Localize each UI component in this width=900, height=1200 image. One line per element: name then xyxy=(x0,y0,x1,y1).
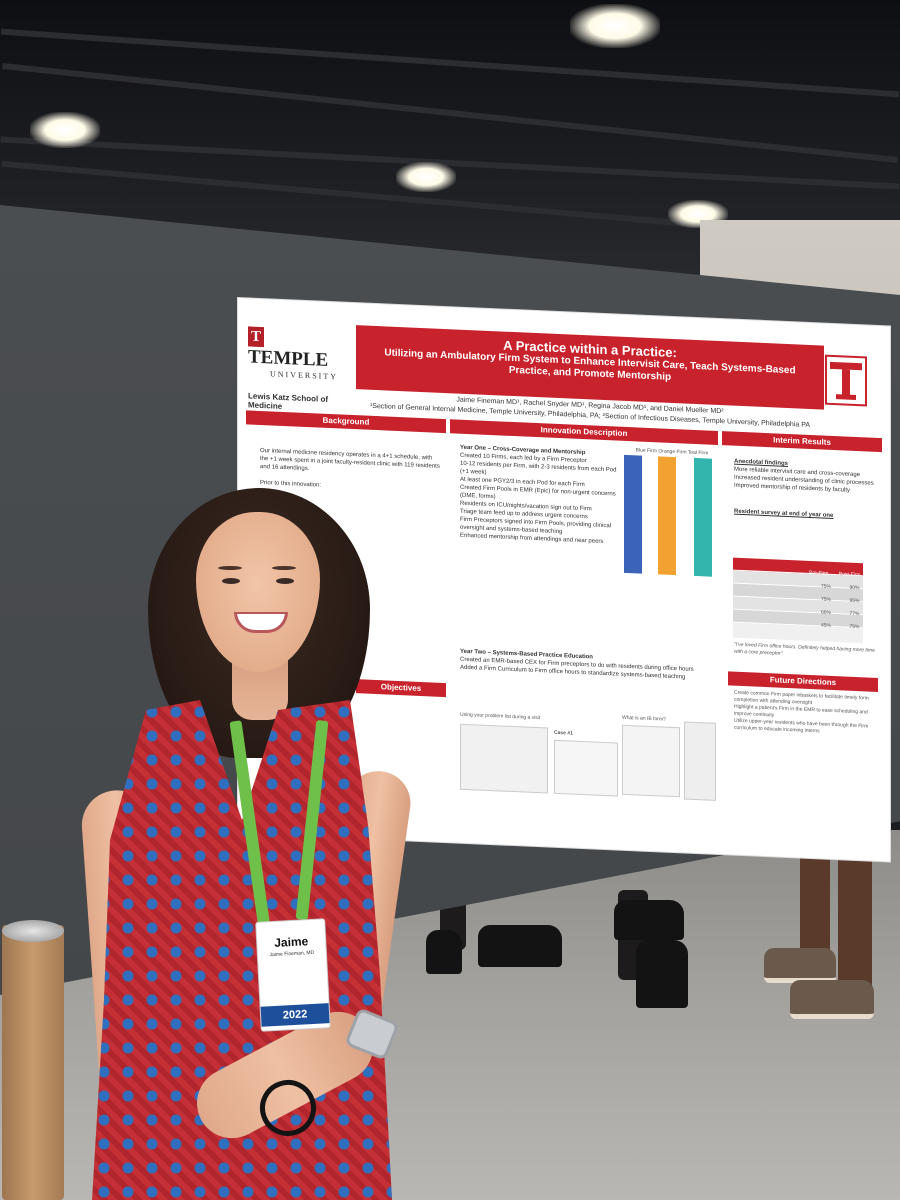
firm-table-label: Blue Firm xyxy=(635,447,658,455)
sandal xyxy=(790,980,874,1019)
firm-table-label: Orange Firm xyxy=(658,448,687,456)
blue-firm-table xyxy=(624,454,642,574)
eyebrow xyxy=(218,566,242,570)
person-leg xyxy=(838,850,872,1000)
case-label: Case #1 xyxy=(554,729,573,737)
orange-firm-table xyxy=(658,456,676,576)
section-future-header: Future Directions xyxy=(728,671,878,692)
ib-form-screenshot xyxy=(622,724,680,798)
eye xyxy=(276,578,294,584)
badge-subtitle: Jaime Fineman, MD xyxy=(269,949,315,959)
survey-post-value: 75% xyxy=(849,623,860,631)
case-screenshot xyxy=(554,739,618,797)
section-interim-header: Interim Results xyxy=(722,431,882,453)
ib-form-label: What is an IB form? xyxy=(622,714,666,723)
boot xyxy=(614,900,684,940)
temple-t-mark-icon xyxy=(825,354,867,407)
logo-university: UNIVERSITY xyxy=(270,369,338,382)
problem-list-screenshot xyxy=(460,723,548,794)
survey-title: Resident survey at end of year one xyxy=(734,508,834,519)
survey-table: Pre-Firm Post-Firm 75% 90% 75% 95% 66% 7… xyxy=(733,557,863,644)
future-list: Create common Firm paper inbaskets to fa… xyxy=(734,690,876,738)
problem-list-caption: Using your problem list during a visit xyxy=(460,711,541,722)
shoe xyxy=(426,930,462,974)
logo-word: TEMPLE xyxy=(248,346,329,371)
ceiling-light xyxy=(570,4,660,48)
face xyxy=(196,512,320,672)
ceiling-light xyxy=(30,112,100,148)
firm-table-label: Teal Firm xyxy=(687,449,709,457)
survey-pre-value: 45% xyxy=(821,622,832,629)
resident-quote: "I've loved Firm office hours. Definitel… xyxy=(734,641,875,657)
badge-name: Jaime xyxy=(273,934,309,950)
form-screenshot xyxy=(684,721,716,801)
year-two-block: Year Two – Systems-Based Practice Educat… xyxy=(460,648,718,683)
poster-tube-cap xyxy=(2,920,64,942)
eye xyxy=(222,578,240,584)
section-objectives-header: Objectives xyxy=(356,679,446,698)
badge-year: 2022 xyxy=(260,1003,330,1027)
anecdotal-block: Anecdotal findings More reliable intervi… xyxy=(734,458,880,522)
boot xyxy=(636,940,688,1008)
teal-firm-table xyxy=(694,457,712,577)
temple-t-icon: T xyxy=(248,326,264,348)
poster-tube xyxy=(2,925,64,1200)
year-one-block: Year One – Cross-Coverage and Mentorship… xyxy=(460,444,618,547)
background-paragraph: Our internal medicine residency operates… xyxy=(260,447,440,473)
background-text: Our internal medicine residency operates… xyxy=(260,447,440,495)
research-poster: T TEMPLE UNIVERSITY Lewis Katz School of… xyxy=(238,298,890,862)
shoe xyxy=(478,925,562,967)
ceiling-truss xyxy=(0,28,900,98)
name-badge: Jaime Jaime Fineman, MD 2022 xyxy=(255,918,331,1032)
ceiling-light xyxy=(396,162,456,192)
eyebrow xyxy=(272,566,296,570)
temple-logo: T TEMPLE UNIVERSITY Lewis Katz School of… xyxy=(248,326,348,413)
sandal xyxy=(764,948,836,983)
